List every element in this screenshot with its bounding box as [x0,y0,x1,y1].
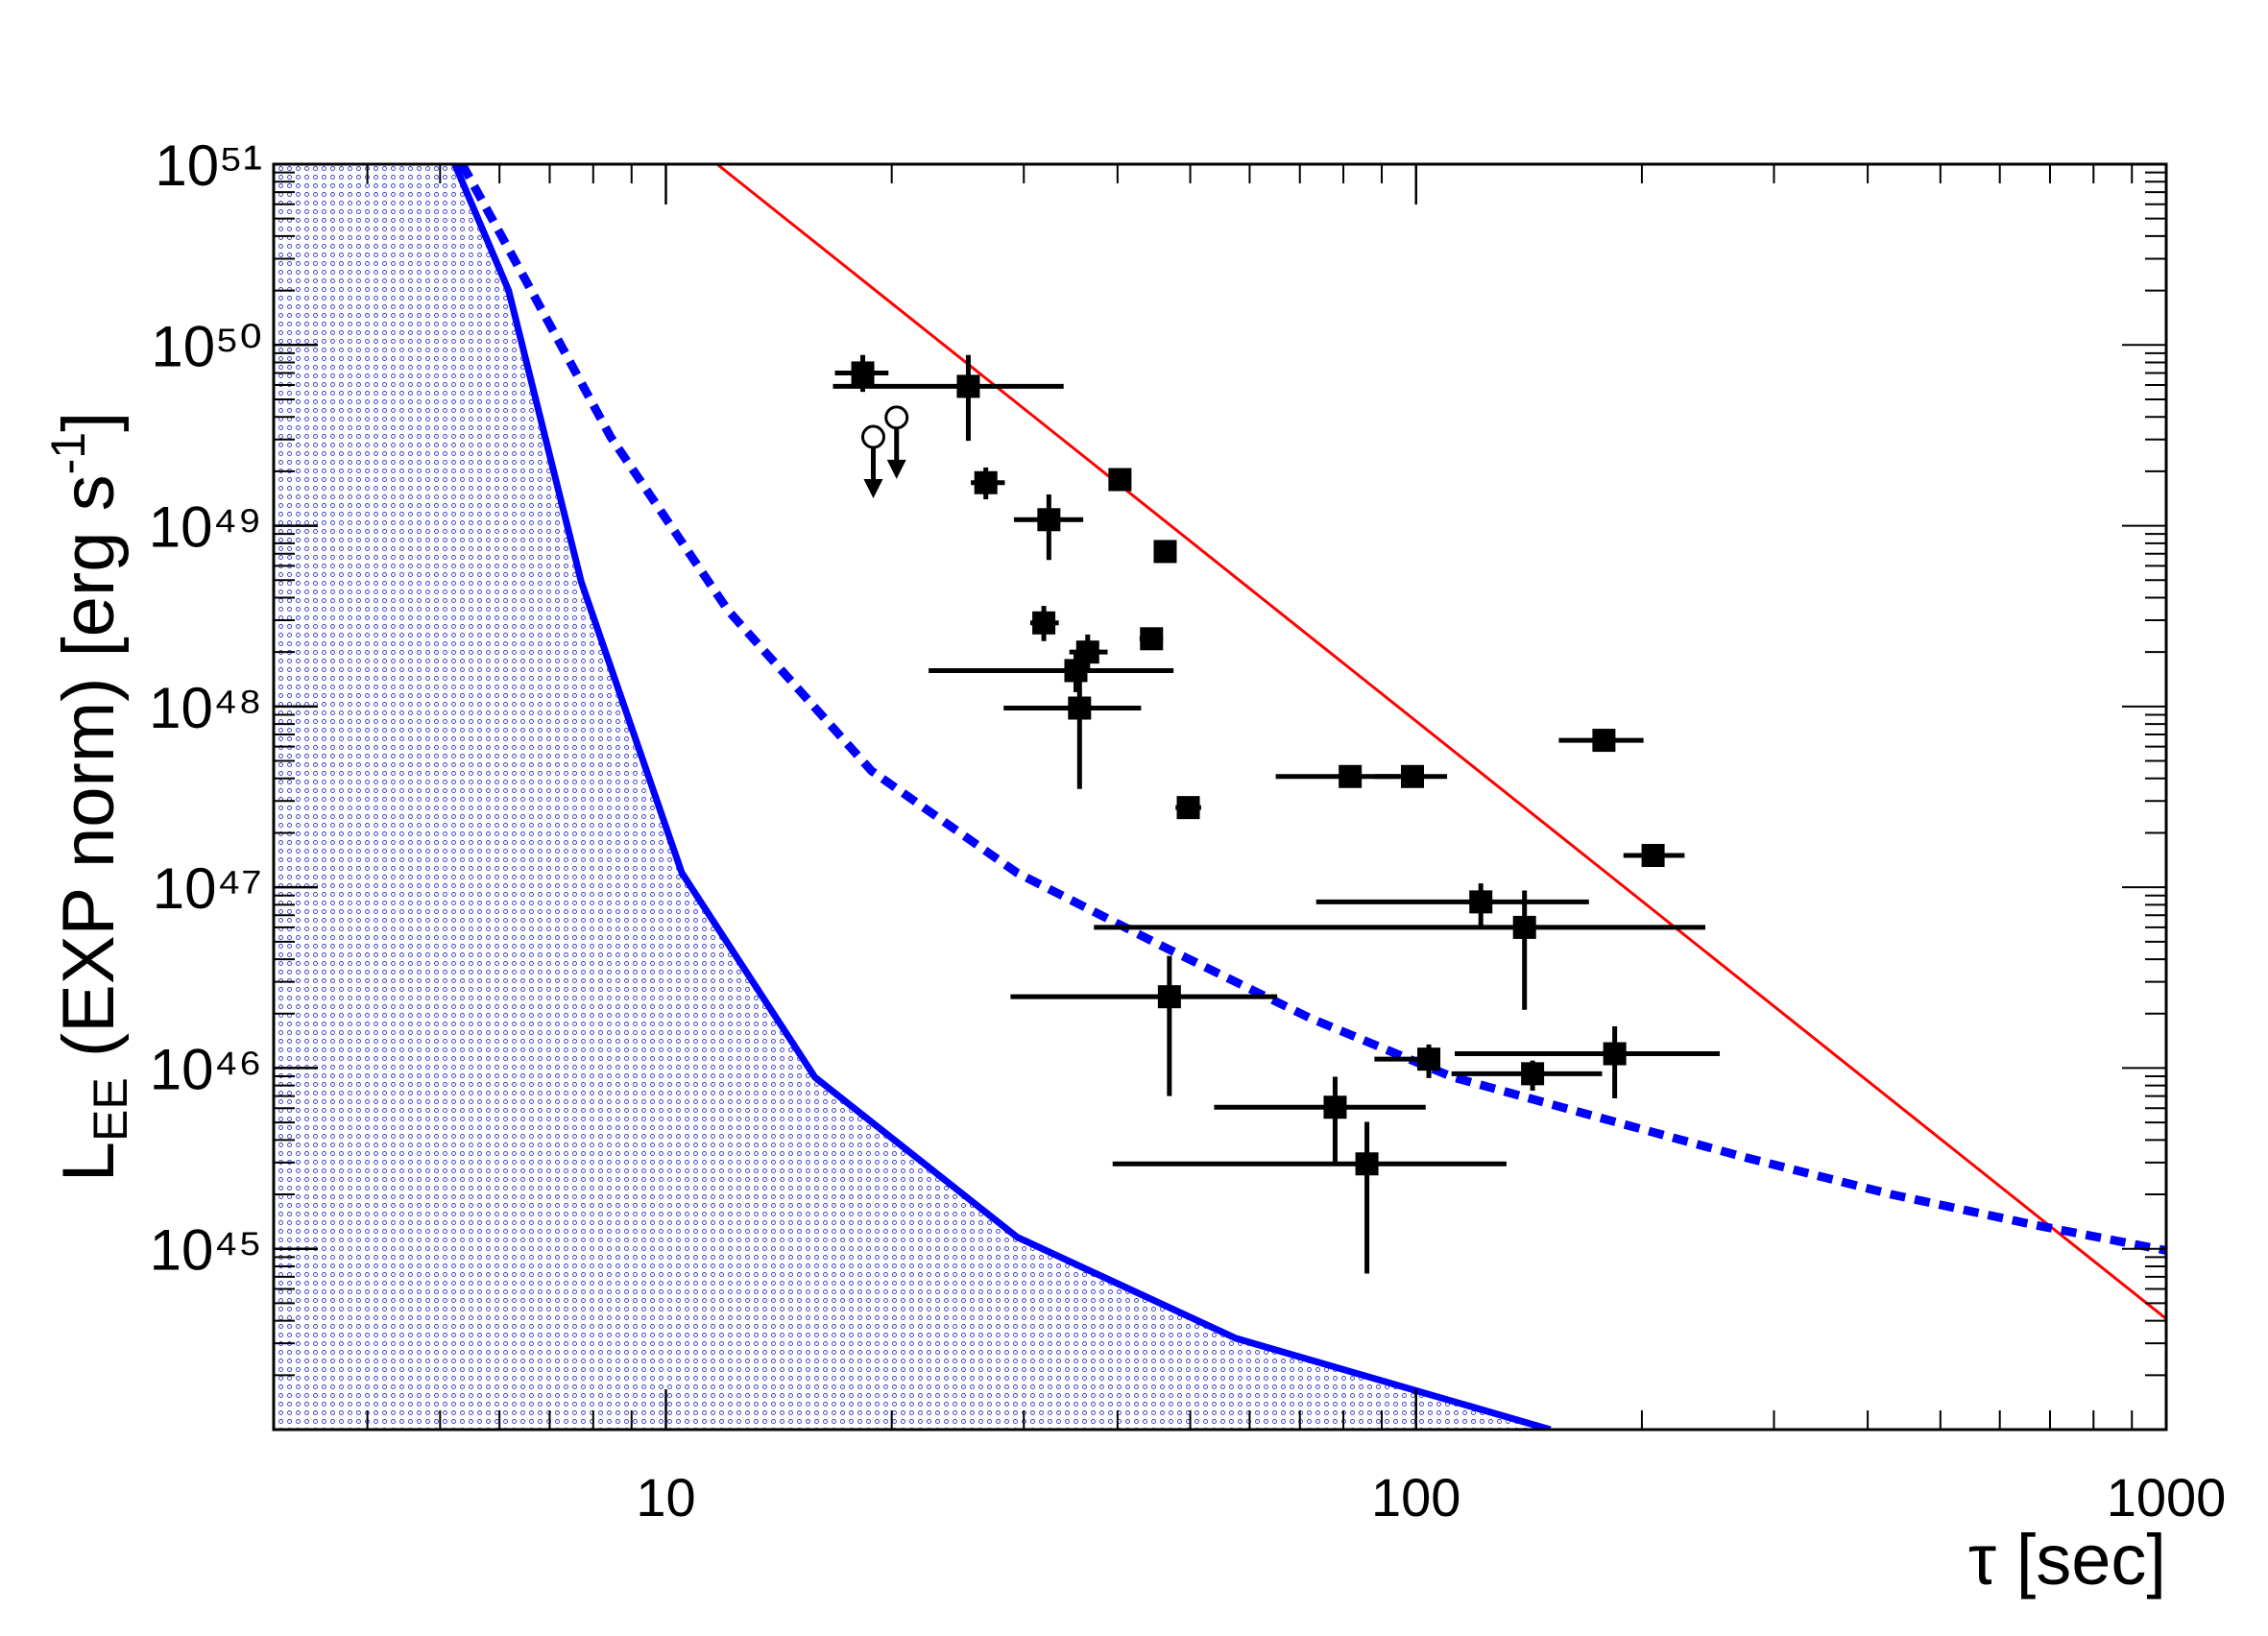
y-tick-label: 10⁴⁸ [149,676,262,740]
curves [274,164,2166,1430]
point [1153,540,1177,564]
point [1157,985,1181,1009]
y-tick-label: 10⁴⁹ [149,495,262,560]
point [1108,468,1132,492]
x-tick-label: 100 [1371,1467,1460,1528]
curve [451,164,1552,1430]
upper-limit [884,405,909,430]
point [1037,508,1061,532]
point [851,361,875,385]
y-label-part: (EXP norm) [erg s [48,474,130,1077]
point [1355,1152,1379,1176]
limit-arrow-head [886,459,906,479]
y-tick-label: 10⁵¹ [155,133,262,198]
point [1592,729,1616,753]
point [1068,696,1092,720]
axes: 10 100 1000 10⁴⁵ 10⁴⁶ 10⁴⁷ 10⁴⁸ 10⁴⁹ 10⁵⁰ 10⁵¹ [149,133,2227,1528]
point [1417,1047,1441,1071]
point [1400,764,1424,788]
y-label-sub: EE [84,1077,137,1142]
y-tick-label: 10⁴⁵ [150,1218,262,1283]
point [974,470,998,494]
point [1339,764,1363,788]
curve [458,164,2166,1255]
point [1064,659,1088,683]
x-axis-label: τ [sec] [1968,1520,2166,1600]
plot-frame [272,162,2168,1432]
point [956,374,980,398]
point [1323,1095,1347,1119]
point [1140,627,1164,651]
curve [715,164,2166,1320]
marks [832,354,1721,1274]
point [1521,1062,1545,1086]
y-tick-label: 10⁴⁶ [150,1037,262,1101]
point [1512,915,1536,939]
point [1032,611,1056,635]
x-tick-label: 10 [636,1467,695,1528]
y-label-sup: -1 [41,432,95,474]
x-tick-label: 1000 [2107,1467,2227,1528]
y-tick-label: 10⁴⁷ [153,856,262,921]
shaded-area [274,164,1551,1430]
point [1641,843,1665,867]
y-label-part: ] [48,412,130,432]
point [1603,1042,1627,1066]
point [1469,890,1493,914]
y-label-part: L [48,1142,130,1182]
limit-arrow-head [863,479,883,499]
upper-limit [860,424,885,449]
y-axis-label: LEE (EXP norm) [erg s-1] [41,412,137,1182]
y-tick-label: 10⁵⁰ [151,314,262,378]
point [1176,796,1200,820]
